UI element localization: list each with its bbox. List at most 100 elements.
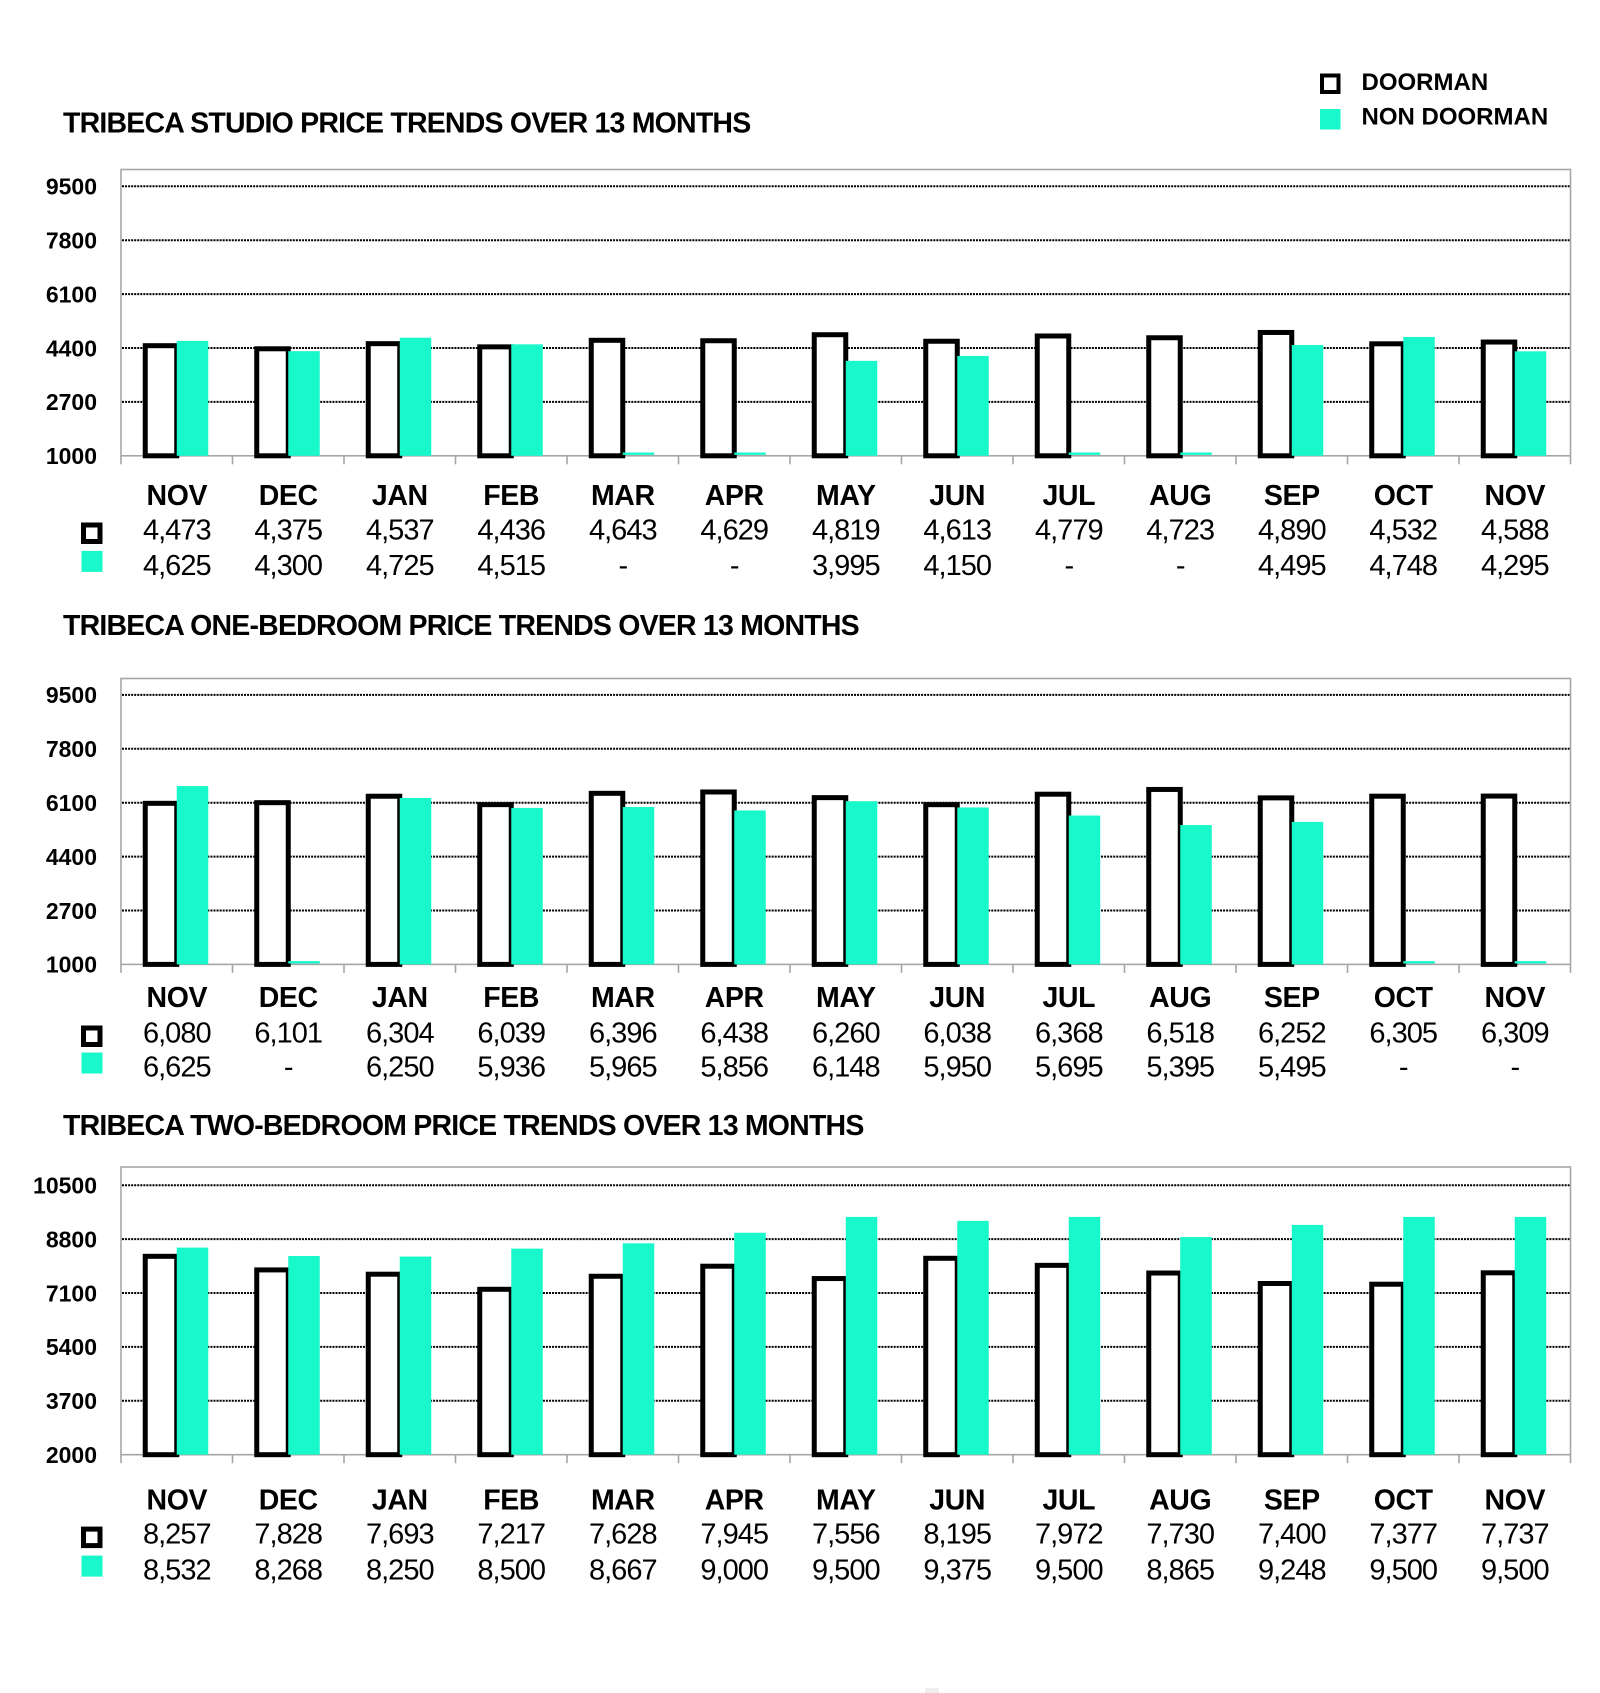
svg-text:FEB: FEB [483, 982, 539, 1014]
svg-text:9,375: 9,375 [923, 1555, 991, 1587]
svg-text:APR: APR [705, 982, 764, 1014]
svg-text:JAN: JAN [372, 982, 428, 1014]
svg-text:OCT: OCT [1374, 1485, 1434, 1517]
svg-text:5,936: 5,936 [477, 1052, 545, 1084]
svg-text:TRIBECA ONE-BEDROOM PRICE TREN: TRIBECA ONE-BEDROOM PRICE TRENDS OVER 13… [63, 610, 859, 642]
svg-text:5,950: 5,950 [923, 1052, 991, 1084]
svg-text:4400: 4400 [46, 844, 97, 870]
svg-text:9,500: 9,500 [1035, 1555, 1103, 1587]
svg-text:6,148: 6,148 [812, 1052, 880, 1084]
svg-text:9500: 9500 [46, 174, 97, 200]
svg-text:3,995: 3,995 [812, 550, 880, 582]
svg-text:6,080: 6,080 [143, 1018, 211, 1050]
svg-text:4,779: 4,779 [1035, 515, 1103, 547]
svg-text:6,101: 6,101 [254, 1018, 322, 1050]
svg-text:6,304: 6,304 [366, 1018, 434, 1050]
svg-text:4,643: 4,643 [589, 515, 657, 547]
svg-text:4,495: 4,495 [1258, 550, 1326, 582]
svg-text:NOV: NOV [1485, 1485, 1546, 1517]
svg-text:5,695: 5,695 [1035, 1052, 1103, 1084]
svg-text:8,532: 8,532 [143, 1555, 211, 1587]
svg-text:-: - [1510, 1052, 1519, 1084]
svg-text:6,038: 6,038 [923, 1018, 991, 1050]
svg-text:4,613: 4,613 [923, 515, 991, 547]
svg-text:NOV: NOV [147, 982, 208, 1014]
svg-text:6,252: 6,252 [1258, 1018, 1326, 1050]
svg-text:8,257: 8,257 [143, 1519, 211, 1551]
svg-text:9,500: 9,500 [1481, 1555, 1549, 1587]
svg-text:2000: 2000 [46, 1442, 97, 1468]
svg-text:7,828: 7,828 [254, 1519, 322, 1551]
svg-text:3700: 3700 [46, 1388, 97, 1414]
svg-text:TRIBECA STUDIO PRICE TRENDS OV: TRIBECA STUDIO PRICE TRENDS OVER 13 MONT… [63, 108, 750, 140]
svg-text:NON DOORMAN: NON DOORMAN [1362, 104, 1549, 131]
svg-text:5400: 5400 [46, 1334, 97, 1360]
svg-text:6,250: 6,250 [366, 1052, 434, 1084]
svg-text:7,628: 7,628 [589, 1519, 657, 1551]
svg-text:APR: APR [705, 480, 764, 512]
svg-text:JUL: JUL [1042, 982, 1095, 1014]
svg-text:6,309: 6,309 [1481, 1018, 1549, 1050]
svg-text:AUG: AUG [1149, 982, 1211, 1014]
svg-text:SEP: SEP [1264, 982, 1320, 1014]
svg-text:10500: 10500 [33, 1173, 97, 1199]
svg-text:4,748: 4,748 [1369, 550, 1437, 582]
svg-text:9,000: 9,000 [700, 1555, 768, 1587]
svg-text:NOV: NOV [147, 480, 208, 512]
svg-text:7,556: 7,556 [812, 1519, 880, 1551]
svg-text:4,150: 4,150 [923, 550, 991, 582]
svg-text:MAR: MAR [591, 480, 655, 512]
svg-text:7100: 7100 [46, 1280, 97, 1306]
svg-text:-: - [730, 550, 739, 582]
svg-text:7,972: 7,972 [1035, 1519, 1103, 1551]
svg-text:4,723: 4,723 [1146, 515, 1214, 547]
svg-text:6,260: 6,260 [812, 1018, 880, 1050]
svg-text:4,300: 4,300 [254, 550, 322, 582]
svg-text:NOV: NOV [1485, 480, 1546, 512]
svg-text:7800: 7800 [46, 228, 97, 254]
svg-text:8800: 8800 [46, 1226, 97, 1252]
svg-text:4400: 4400 [46, 335, 97, 361]
svg-text:TRIBECA TWO-BEDROOM PRICE TREN: TRIBECA TWO-BEDROOM PRICE TRENDS OVER 13… [63, 1110, 864, 1142]
svg-text:MAY: MAY [816, 1485, 876, 1517]
svg-text:8,250: 8,250 [366, 1555, 434, 1587]
svg-text:2700: 2700 [46, 389, 97, 415]
svg-text:2700: 2700 [46, 898, 97, 924]
svg-text:MAY: MAY [816, 480, 876, 512]
svg-text:MAR: MAR [591, 1485, 655, 1517]
svg-text:6100: 6100 [46, 281, 97, 307]
svg-text:5,395: 5,395 [1146, 1052, 1214, 1084]
svg-text:9500: 9500 [46, 682, 97, 708]
svg-text:4,532: 4,532 [1369, 515, 1437, 547]
svg-text:-: - [1399, 1052, 1408, 1084]
svg-text:1000: 1000 [46, 443, 97, 469]
svg-text:APR: APR [705, 1485, 764, 1517]
svg-text:4,375: 4,375 [254, 515, 322, 547]
svg-text:4,515: 4,515 [477, 550, 545, 582]
svg-text:6,396: 6,396 [589, 1018, 657, 1050]
svg-text:8,268: 8,268 [254, 1555, 322, 1587]
svg-text:SEP: SEP [1264, 1485, 1320, 1517]
svg-text:4,890: 4,890 [1258, 515, 1326, 547]
svg-text:6,625: 6,625 [143, 1052, 211, 1084]
svg-text:-: - [284, 1052, 293, 1084]
svg-text:7,693: 7,693 [366, 1519, 434, 1551]
svg-text:8,500: 8,500 [477, 1555, 545, 1587]
svg-text:6,438: 6,438 [700, 1018, 768, 1050]
svg-text:NOV: NOV [147, 1485, 208, 1517]
svg-text:JUN: JUN [929, 982, 985, 1014]
svg-text:4,819: 4,819 [812, 515, 880, 547]
svg-text:5,495: 5,495 [1258, 1052, 1326, 1084]
svg-text:9,248: 9,248 [1258, 1555, 1326, 1587]
svg-text:4,588: 4,588 [1481, 515, 1549, 547]
svg-text:7,730: 7,730 [1146, 1519, 1214, 1551]
svg-text:8,667: 8,667 [589, 1555, 657, 1587]
svg-text:DEC: DEC [259, 982, 318, 1014]
svg-text:NOV: NOV [1485, 982, 1546, 1014]
svg-text:AUG: AUG [1149, 1485, 1211, 1517]
svg-text:4,725: 4,725 [366, 550, 434, 582]
svg-text:JUN: JUN [929, 480, 985, 512]
svg-text:FEB: FEB [483, 1485, 539, 1517]
svg-text:7,377: 7,377 [1369, 1519, 1437, 1551]
svg-text:JUN: JUN [929, 1485, 985, 1517]
